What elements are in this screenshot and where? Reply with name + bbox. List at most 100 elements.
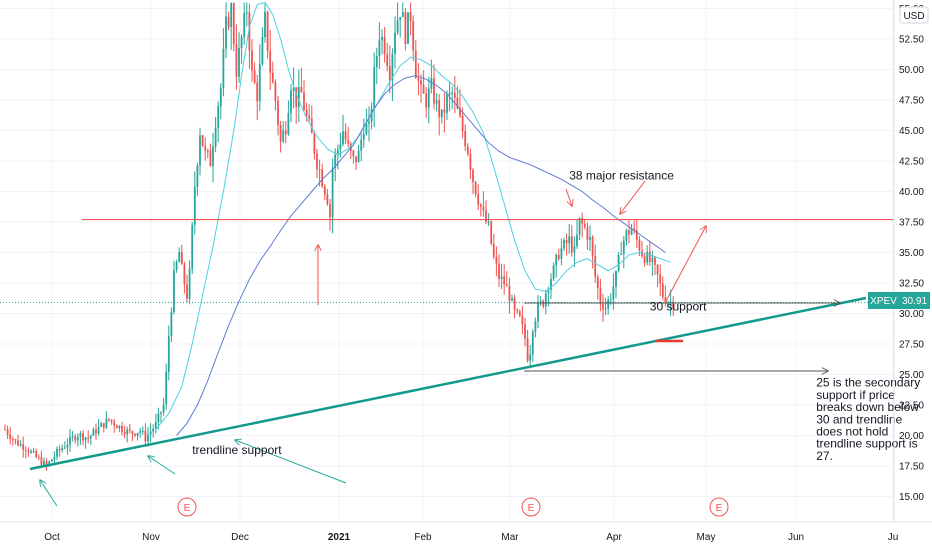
time-axis[interactable]: Oct Nov Dec 2021 Feb Mar Apr May Jun Ju bbox=[0, 521, 932, 543]
candle-body bbox=[661, 283, 664, 298]
candle-body bbox=[253, 70, 256, 83]
candle-body bbox=[206, 150, 209, 152]
candle-body bbox=[347, 139, 350, 144]
time-tick-label: Nov bbox=[142, 532, 160, 543]
candle-body bbox=[375, 56, 378, 68]
price-tick-label: 22.50 bbox=[899, 401, 924, 412]
candle-body bbox=[630, 228, 633, 235]
candle-body bbox=[6, 429, 9, 435]
candle-body bbox=[180, 252, 183, 265]
candle-body bbox=[466, 146, 469, 154]
price-tick-label: 32.50 bbox=[899, 279, 924, 290]
annotation-text: support if price bbox=[816, 388, 895, 402]
earnings-marker-label: E bbox=[716, 503, 723, 514]
currency-label-text: USD bbox=[903, 11, 924, 22]
time-tick-label: Dec bbox=[231, 532, 249, 543]
candle-body bbox=[529, 354, 532, 361]
candle-body bbox=[14, 439, 17, 441]
candle-body bbox=[628, 230, 630, 235]
candle-body bbox=[503, 276, 506, 285]
currency-label[interactable]: USD bbox=[899, 6, 929, 24]
candle-body bbox=[365, 123, 368, 134]
candle-body bbox=[256, 82, 259, 102]
candle-body bbox=[214, 127, 217, 147]
candle-body bbox=[472, 170, 474, 183]
candle-body bbox=[596, 276, 599, 289]
earnings-marker[interactable]: E bbox=[709, 497, 729, 517]
candle-body bbox=[201, 135, 204, 146]
candle-body bbox=[643, 256, 646, 263]
candle-body bbox=[459, 108, 461, 116]
candle-body bbox=[56, 448, 58, 457]
annotation-text: 30 and trendline bbox=[816, 412, 902, 426]
moving-average-slow bbox=[176, 75, 666, 436]
candle-body bbox=[84, 437, 87, 441]
candle-body bbox=[394, 32, 396, 54]
candle-body bbox=[547, 289, 550, 294]
candle-body bbox=[188, 268, 191, 299]
candle-body bbox=[154, 421, 157, 429]
candle-body bbox=[4, 429, 6, 431]
candle-body bbox=[430, 78, 433, 89]
candle-body bbox=[516, 309, 519, 312]
candle-body bbox=[638, 239, 641, 251]
candle-body bbox=[19, 444, 22, 446]
price-tick-label: 30.00 bbox=[899, 309, 924, 320]
candle-body bbox=[635, 230, 638, 240]
candle-body bbox=[552, 265, 555, 279]
resistance-arrow-left bbox=[565, 188, 572, 206]
candle-body bbox=[409, 12, 412, 21]
candle-body bbox=[622, 240, 625, 254]
candle-body bbox=[87, 437, 90, 439]
candle-body bbox=[196, 165, 199, 187]
earnings-marker-circle bbox=[521, 497, 541, 517]
candle-body bbox=[451, 92, 454, 94]
candle-body bbox=[27, 450, 30, 453]
candle-body bbox=[287, 113, 290, 135]
candle-body bbox=[672, 301, 675, 309]
time-tick-label: Jun bbox=[788, 532, 804, 543]
candle-body bbox=[381, 36, 383, 41]
candle-body bbox=[217, 106, 220, 128]
candle-body bbox=[518, 311, 521, 316]
time-tick-label: 2021 bbox=[328, 532, 351, 543]
price-tick-label: 47.50 bbox=[899, 96, 924, 107]
candle-body bbox=[352, 150, 355, 157]
candle-body bbox=[279, 125, 282, 142]
earnings-marker[interactable]: E bbox=[177, 497, 197, 517]
candle-body bbox=[417, 78, 420, 81]
candle-body bbox=[602, 304, 604, 310]
candle-body bbox=[563, 240, 565, 249]
candle-body bbox=[464, 131, 467, 147]
candle-body bbox=[37, 457, 40, 459]
earnings-marker[interactable]: E bbox=[521, 497, 541, 517]
candle-body bbox=[373, 67, 376, 109]
candle-body bbox=[24, 449, 27, 451]
trendline-arrow-3 bbox=[235, 440, 347, 484]
candle-body bbox=[292, 87, 295, 91]
candle-body bbox=[443, 109, 446, 113]
moving-average-fast bbox=[155, 1, 671, 430]
candle-body bbox=[121, 425, 123, 432]
candle-body bbox=[191, 224, 194, 269]
candle-body bbox=[336, 149, 339, 155]
candle-body bbox=[167, 336, 170, 372]
candle-body bbox=[35, 451, 38, 458]
candle-body bbox=[362, 133, 365, 140]
candle-body bbox=[240, 37, 243, 48]
candle-body bbox=[313, 133, 316, 154]
candle-body bbox=[170, 312, 173, 337]
candle-body bbox=[544, 293, 547, 307]
candle-body bbox=[401, 12, 404, 18]
candle-body bbox=[69, 436, 71, 445]
candle-body bbox=[586, 227, 589, 240]
candle-body bbox=[230, 3, 233, 28]
candle-body bbox=[147, 434, 149, 442]
candle-body bbox=[219, 87, 222, 107]
candle-body bbox=[550, 278, 552, 290]
candle-body bbox=[388, 66, 391, 81]
candle-body bbox=[92, 429, 95, 436]
candle-body bbox=[589, 237, 591, 240]
